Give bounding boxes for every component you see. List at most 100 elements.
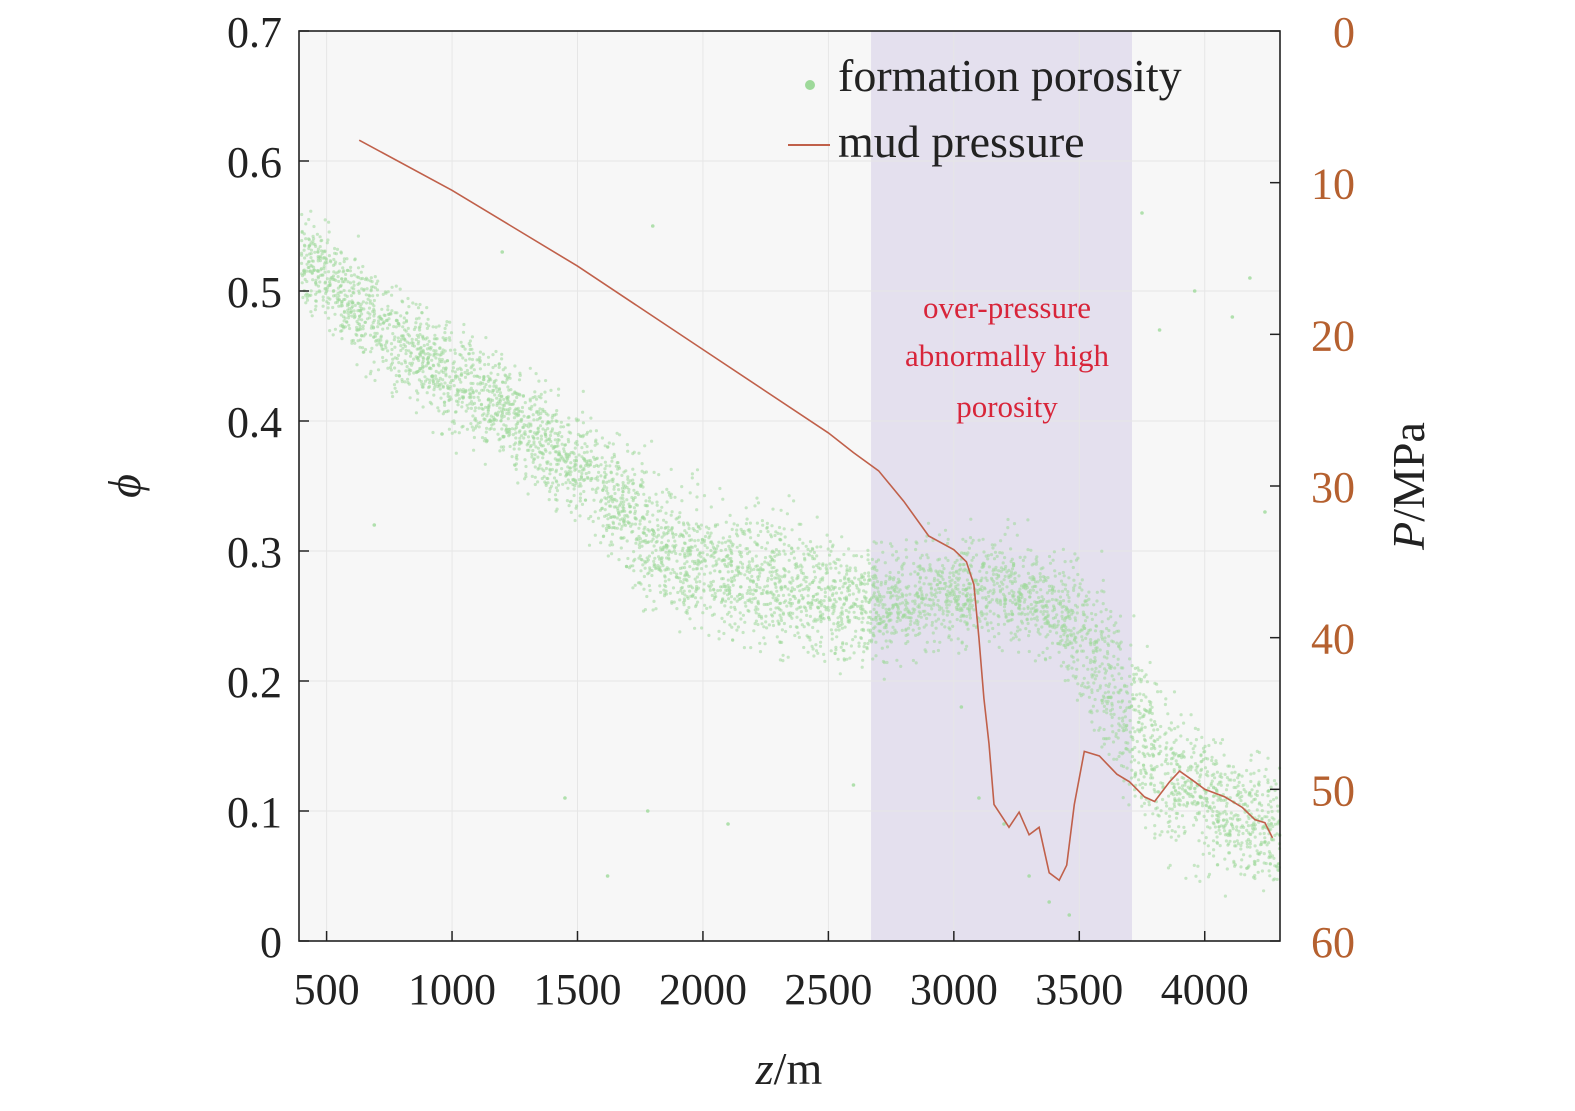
porosity-point bbox=[326, 238, 330, 242]
porosity-point bbox=[314, 304, 318, 308]
porosity-point bbox=[1018, 599, 1022, 604]
porosity-point bbox=[685, 579, 689, 583]
porosity-point bbox=[893, 628, 897, 632]
porosity-point bbox=[811, 647, 815, 651]
porosity-point bbox=[556, 393, 561, 397]
porosity-point bbox=[477, 425, 481, 429]
porosity-point bbox=[515, 453, 519, 457]
porosity-point bbox=[928, 598, 933, 602]
porosity-point bbox=[603, 508, 607, 512]
porosity-point bbox=[709, 540, 713, 545]
porosity-point bbox=[448, 348, 453, 352]
porosity-point bbox=[687, 605, 691, 610]
porosity-point bbox=[751, 559, 755, 563]
porosity-point bbox=[738, 611, 742, 615]
porosity-point bbox=[864, 590, 868, 594]
porosity-point bbox=[1019, 592, 1023, 597]
porosity-point bbox=[1033, 580, 1037, 584]
porosity-point bbox=[638, 554, 642, 558]
porosity-point bbox=[1114, 732, 1118, 736]
porosity-point bbox=[341, 266, 345, 270]
porosity-point bbox=[829, 649, 833, 653]
porosity-point bbox=[606, 445, 610, 449]
porosity-point bbox=[307, 217, 311, 222]
porosity-point bbox=[787, 570, 791, 574]
porosity-point bbox=[749, 646, 753, 650]
porosity-point bbox=[510, 455, 514, 459]
porosity-point bbox=[1169, 762, 1173, 766]
porosity-point bbox=[514, 467, 518, 471]
porosity-point bbox=[710, 553, 714, 557]
porosity-point bbox=[498, 391, 503, 395]
porosity-point bbox=[564, 452, 568, 456]
porosity-point bbox=[1033, 600, 1037, 604]
porosity-point bbox=[770, 566, 774, 570]
porosity-point bbox=[1127, 700, 1132, 704]
porosity-point bbox=[606, 491, 610, 495]
porosity-point bbox=[882, 677, 886, 681]
porosity-point bbox=[477, 398, 481, 402]
porosity-point bbox=[950, 590, 954, 594]
porosity-point bbox=[708, 534, 712, 538]
porosity-point bbox=[419, 322, 423, 326]
porosity-point bbox=[1275, 877, 1279, 882]
porosity-point bbox=[730, 625, 734, 629]
porosity-point bbox=[1112, 631, 1116, 635]
porosity-point bbox=[416, 391, 420, 395]
porosity-point bbox=[976, 582, 980, 586]
porosity-point bbox=[923, 603, 927, 607]
porosity-point bbox=[1116, 700, 1121, 704]
porosity-point bbox=[1048, 624, 1052, 628]
porosity-point bbox=[938, 580, 942, 585]
porosity-point bbox=[1150, 734, 1154, 738]
porosity-point bbox=[935, 591, 939, 595]
porosity-point bbox=[505, 398, 509, 402]
porosity-point bbox=[1257, 769, 1261, 773]
porosity-point bbox=[516, 481, 520, 485]
porosity-point bbox=[633, 516, 637, 520]
porosity-point bbox=[533, 390, 537, 394]
porosity-point bbox=[920, 592, 924, 596]
porosity-point bbox=[755, 568, 760, 572]
porosity-point bbox=[855, 586, 859, 590]
porosity-point bbox=[1178, 803, 1182, 807]
porosity-point bbox=[579, 465, 583, 469]
porosity-point bbox=[640, 478, 644, 482]
porosity-point bbox=[781, 659, 785, 663]
porosity-point bbox=[836, 657, 840, 661]
porosity-point bbox=[811, 625, 815, 630]
porosity-point bbox=[942, 618, 946, 622]
porosity-point bbox=[667, 550, 671, 554]
porosity-point bbox=[896, 605, 900, 609]
porosity-point bbox=[1144, 826, 1148, 830]
porosity-point bbox=[830, 637, 834, 641]
porosity-point bbox=[913, 584, 917, 588]
porosity-point bbox=[315, 232, 319, 236]
porosity-point bbox=[1273, 833, 1277, 838]
porosity-point bbox=[752, 567, 756, 572]
porosity-point bbox=[637, 546, 642, 550]
porosity-point bbox=[1240, 841, 1244, 845]
porosity-point bbox=[566, 437, 570, 442]
porosity-point bbox=[651, 537, 655, 541]
porosity-point bbox=[1206, 825, 1210, 829]
porosity-point bbox=[1199, 754, 1203, 758]
porosity-point bbox=[980, 576, 984, 580]
porosity-point bbox=[695, 468, 700, 472]
porosity-point bbox=[332, 277, 336, 281]
porosity-point bbox=[687, 546, 691, 551]
porosity-point bbox=[821, 578, 825, 582]
porosity-point bbox=[799, 618, 803, 622]
porosity-point bbox=[1248, 791, 1252, 795]
porosity-point bbox=[444, 372, 448, 376]
porosity-point bbox=[877, 622, 882, 626]
porosity-point bbox=[1053, 574, 1057, 578]
porosity-point bbox=[887, 607, 891, 611]
porosity-point bbox=[631, 499, 635, 503]
porosity-point bbox=[1235, 825, 1239, 829]
porosity-point bbox=[799, 522, 803, 526]
porosity-point bbox=[368, 333, 373, 337]
porosity-point bbox=[957, 572, 961, 576]
porosity-point bbox=[774, 548, 779, 552]
porosity-point bbox=[838, 672, 842, 676]
